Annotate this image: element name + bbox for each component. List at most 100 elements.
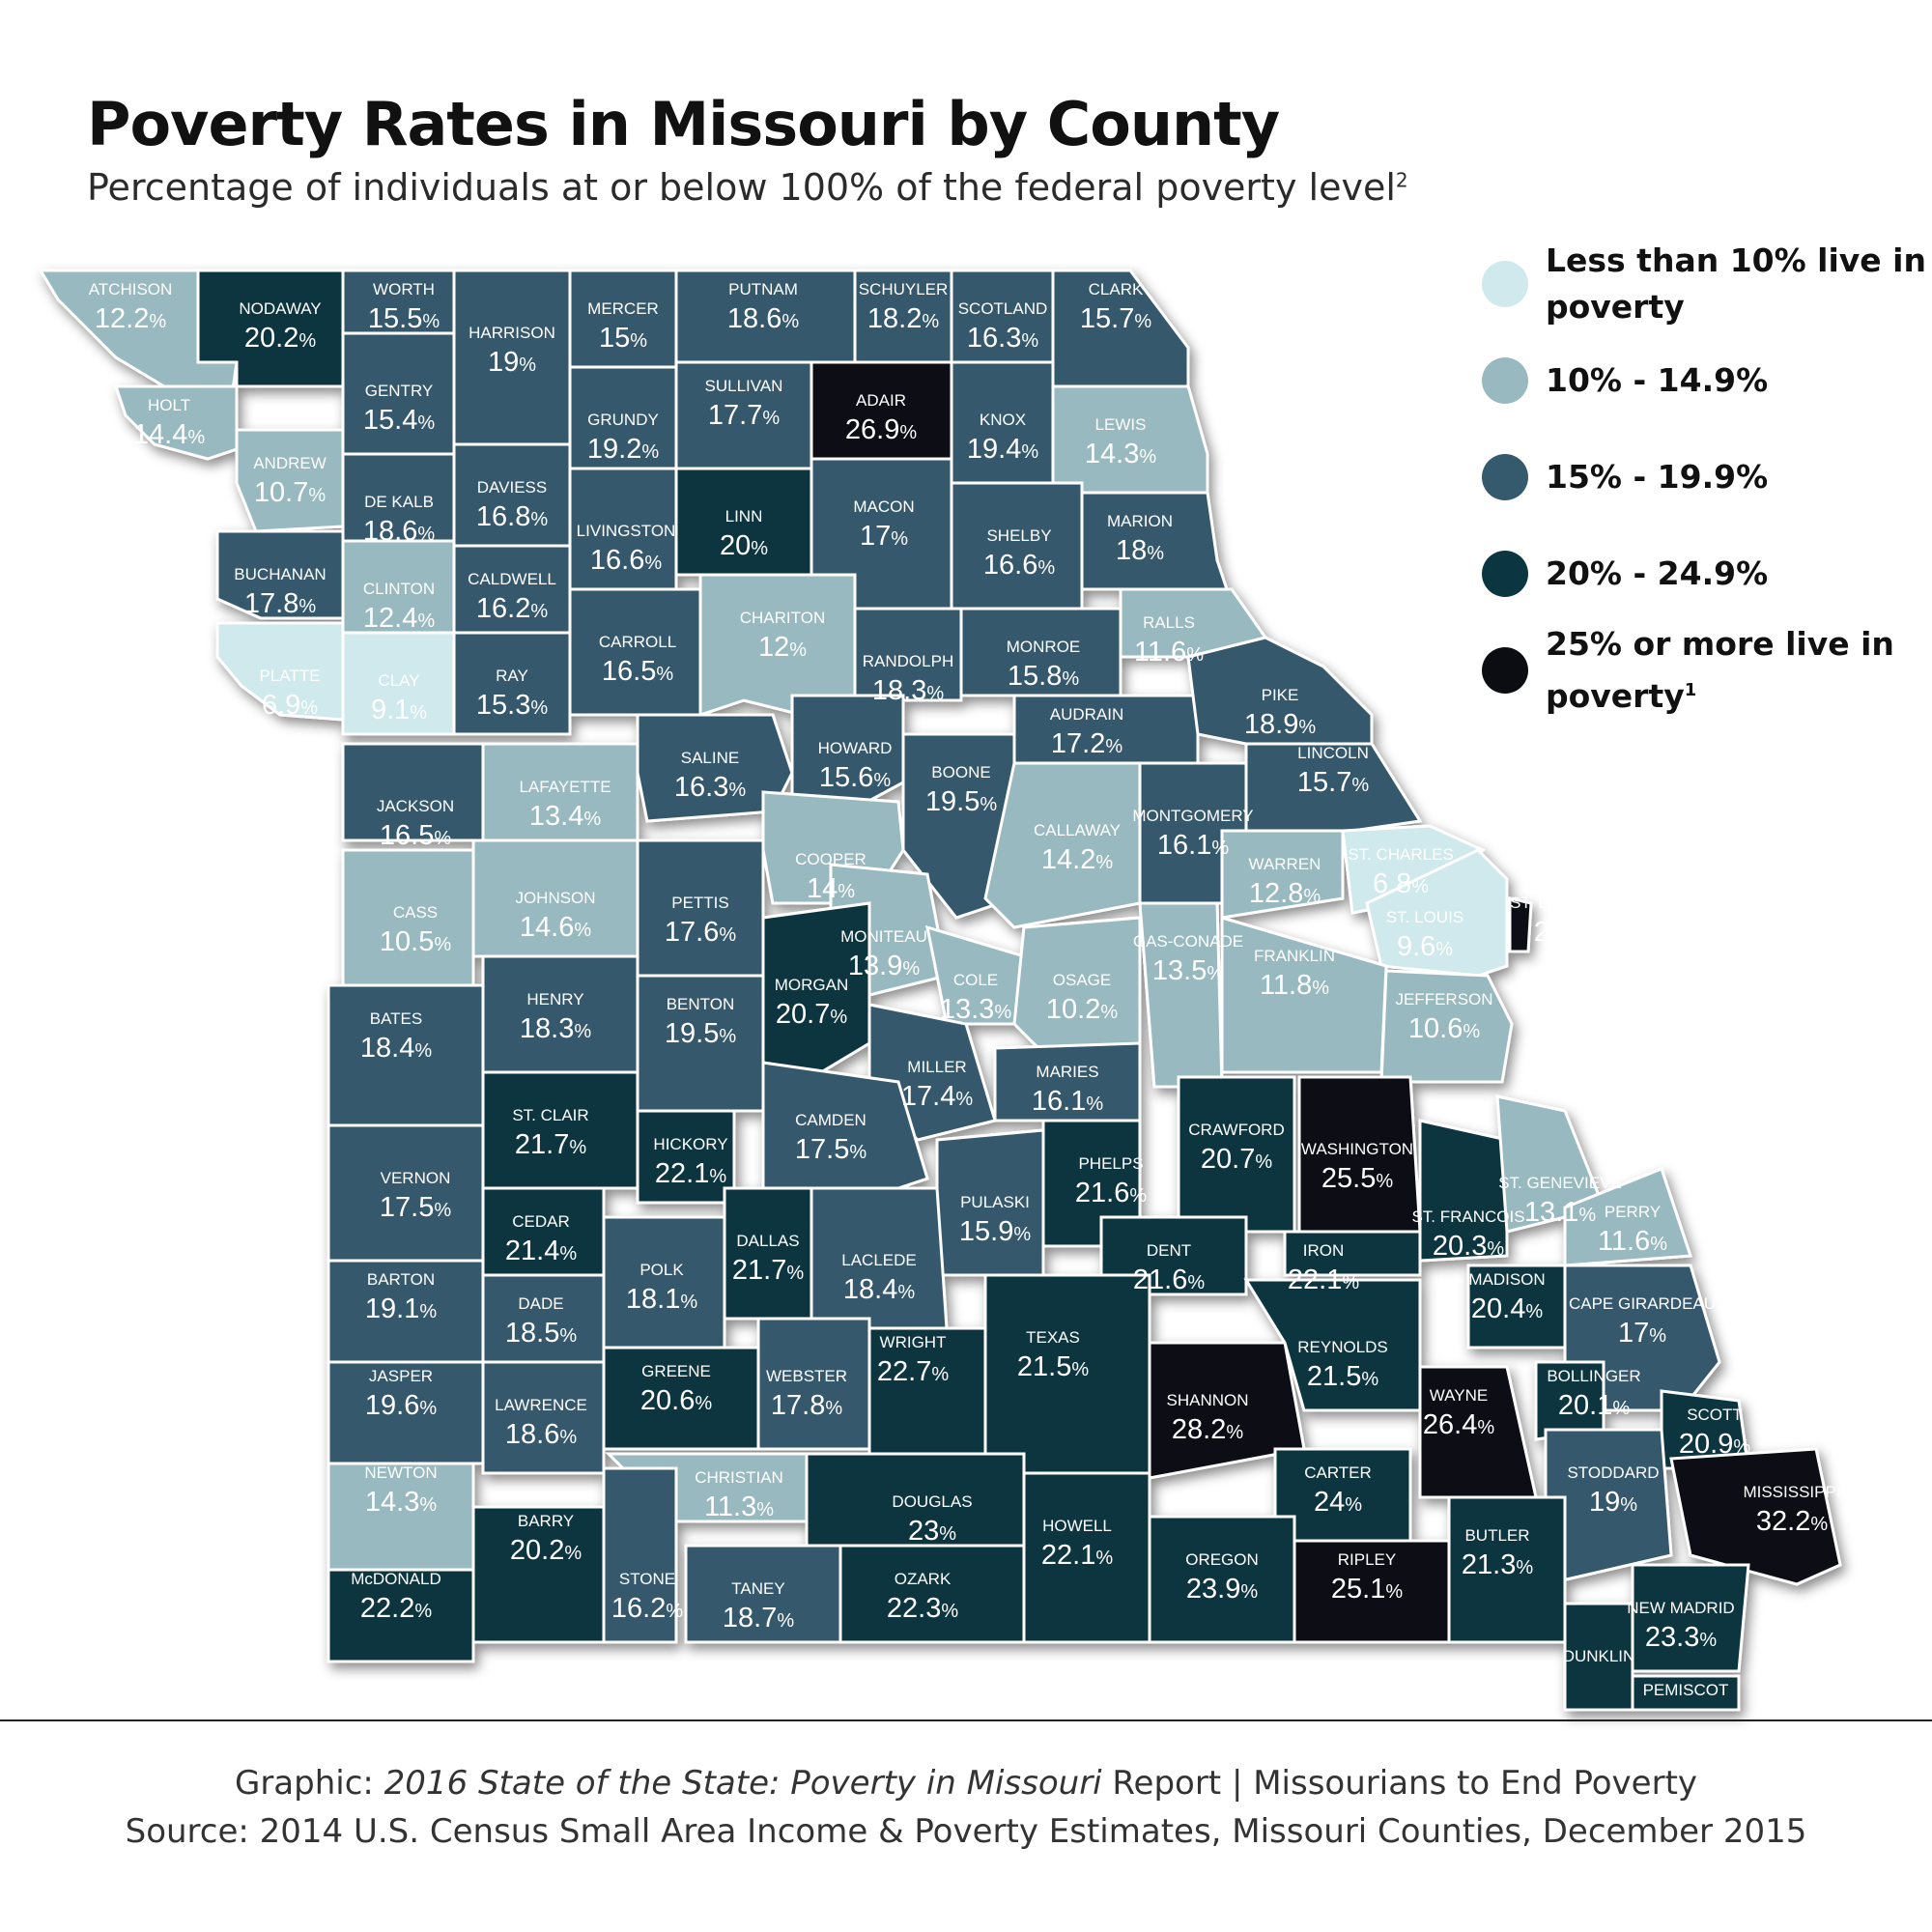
county-name: MILLER bbox=[907, 1058, 966, 1076]
county-name: RALLS bbox=[1143, 613, 1195, 632]
legend-swatch bbox=[1482, 647, 1528, 694]
county-name: OREGON bbox=[1185, 1550, 1259, 1569]
county-name: MERCER bbox=[587, 299, 659, 318]
county-label-wright: WRIGHT 22.7% bbox=[877, 1333, 949, 1387]
county-poverty-rate: 20.6% bbox=[640, 1385, 712, 1416]
county-name: COLE bbox=[953, 971, 998, 989]
county-andrew bbox=[235, 428, 345, 533]
county-label-monroe: MONROE 15.8% bbox=[1007, 638, 1081, 692]
county-name: CAPE GIRARDEAU bbox=[1569, 1294, 1716, 1313]
legend-label: 10% - 14.9% bbox=[1546, 361, 1769, 399]
county-poverty-rate: 16.6% bbox=[590, 545, 662, 576]
county-callaway bbox=[983, 761, 1142, 929]
county-label-atchison: ATCHISON 12.2% bbox=[89, 280, 173, 334]
county-name: MARIES bbox=[1036, 1063, 1098, 1081]
county-name: WEBSTER bbox=[766, 1367, 847, 1385]
county-name: PUTNAM bbox=[728, 280, 798, 298]
county-lawrence bbox=[481, 1360, 606, 1475]
county-platte bbox=[215, 621, 345, 722]
county-name: CLINTON bbox=[363, 580, 435, 598]
county-name: GENTRY bbox=[365, 382, 434, 400]
legend-label-text: 25% or more live in poverty bbox=[1546, 625, 1894, 715]
county-label-oregon: OREGON 23.9% bbox=[1185, 1550, 1259, 1605]
county-shelby bbox=[950, 481, 1084, 611]
county-name: BENTON bbox=[667, 995, 735, 1013]
county-name: CALLAWAY bbox=[1034, 821, 1121, 839]
county-name: WORTH bbox=[373, 280, 435, 298]
county-name: LIVINGSTON bbox=[577, 522, 676, 540]
county-name: SCOTT bbox=[1687, 1406, 1743, 1424]
county-name: DENT bbox=[1147, 1241, 1191, 1260]
legend-item-under-10: Less than 10% live in poverty bbox=[1482, 236, 1926, 332]
county-name: CLAY bbox=[378, 671, 419, 690]
county-name: JASPER bbox=[369, 1367, 433, 1385]
county-label-boone: BOONE 19.5% bbox=[925, 763, 997, 817]
subtitle-footnote: 2 bbox=[1395, 168, 1408, 192]
legend-item-20-24: 20% - 24.9% bbox=[1482, 526, 1926, 622]
county-poverty-rate: 28.8% bbox=[1534, 917, 1605, 948]
county-label-douglas: DOUGLAS 23% bbox=[892, 1492, 972, 1547]
county-pemiscot bbox=[1631, 1674, 1741, 1712]
county-name: CARROLL bbox=[599, 633, 676, 651]
county-name: CLARK bbox=[1089, 280, 1144, 298]
county-poverty-rate: 14.3% bbox=[1085, 439, 1156, 469]
county-name: BARTON bbox=[367, 1270, 435, 1289]
county-name: ST. CHARLES bbox=[1348, 845, 1454, 864]
county-poverty-rate: 15.8% bbox=[1008, 661, 1079, 692]
county-name: COOPER bbox=[795, 850, 867, 868]
county-name: ST. FRANCOIS bbox=[1411, 1208, 1524, 1226]
county-name: MARION bbox=[1107, 512, 1173, 530]
legend: Less than 10% live in poverty 10% - 14.9… bbox=[1482, 236, 1926, 719]
county-name: OZARK bbox=[895, 1570, 952, 1588]
county-name: LACLEDE bbox=[841, 1251, 916, 1269]
county-name: NEW MADRID bbox=[1627, 1599, 1734, 1617]
county-label-camden: CAMDEN 17.5% bbox=[795, 1111, 867, 1165]
county-name: MISSISSIPPI bbox=[1743, 1483, 1840, 1501]
legend-swatch bbox=[1482, 551, 1528, 597]
county-poverty-rate: 17.5% bbox=[795, 1134, 867, 1165]
county-label-randolph: RANDOLPH 18.3% bbox=[863, 652, 953, 706]
footer-divider bbox=[0, 1719, 1932, 1721]
county-st-francois bbox=[1418, 1119, 1509, 1263]
county-name: OSAGE bbox=[1053, 971, 1111, 989]
county-reynolds bbox=[1243, 1278, 1422, 1412]
county-name: LINN bbox=[725, 507, 763, 526]
county-label-bollinger: BOLLINGER 20.1% bbox=[1547, 1367, 1640, 1421]
county-poverty-rate: 23.9% bbox=[1186, 1574, 1258, 1605]
county-name: ST. LOUIS CITY bbox=[1510, 894, 1630, 912]
county-name: WASHINGTON bbox=[1301, 1140, 1413, 1158]
county-name: PIKE bbox=[1262, 686, 1299, 704]
county-name: DE KALB bbox=[364, 493, 434, 511]
county-name: DOUGLAS bbox=[892, 1492, 972, 1511]
county-poverty-rate: 22.7% bbox=[877, 1356, 949, 1387]
county-name: NEWTON bbox=[364, 1463, 437, 1482]
county-name: DUNKLIN bbox=[1563, 1647, 1635, 1665]
county-poverty-rate: 16.3% bbox=[674, 772, 746, 803]
legend-item-25-plus: 25% or more live in poverty1 bbox=[1482, 622, 1926, 719]
county-name: SHELBY bbox=[986, 526, 1051, 545]
county-poverty-rate: 22.3% bbox=[887, 1593, 958, 1624]
county-name: DADE bbox=[518, 1294, 563, 1313]
county-name: CHARITON bbox=[740, 609, 825, 627]
county-jefferson bbox=[1379, 969, 1514, 1084]
county-poverty-rate: 23% bbox=[908, 1516, 956, 1547]
county-name: JOHNSON bbox=[515, 889, 595, 907]
county-name: WRIGHT bbox=[880, 1333, 947, 1351]
county-perry bbox=[1563, 1167, 1693, 1267]
county-buchanan bbox=[215, 529, 345, 620]
county-name: RANDOLPH bbox=[863, 652, 953, 670]
county-name: BATES bbox=[370, 1009, 422, 1028]
county-name: SCHUYLER bbox=[859, 280, 949, 298]
county-stone bbox=[602, 1466, 678, 1644]
